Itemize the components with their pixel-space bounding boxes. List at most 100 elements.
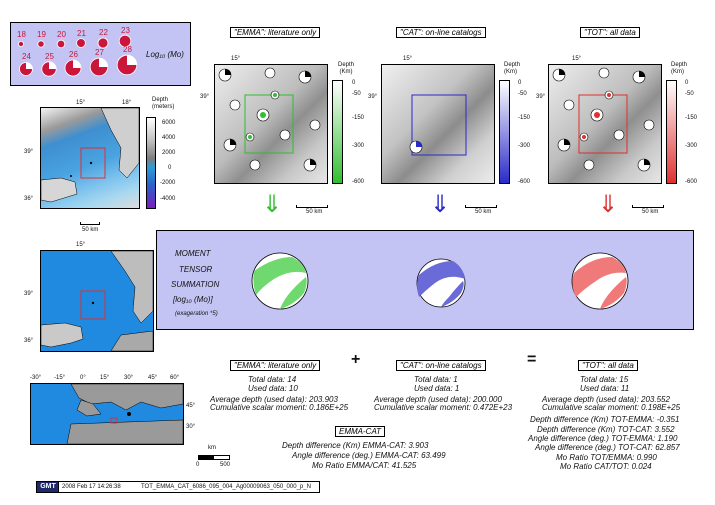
tot-panel-title: "TOT": all data: [580, 27, 640, 38]
tot-depth-150: -150: [685, 115, 698, 121]
cat-lon-label: 15°: [403, 56, 413, 62]
cat-depth-150: -150: [518, 115, 531, 121]
emma-cat-angle-diff: Angle difference (deg.) EMMA-CAT: 63.499: [292, 451, 446, 460]
summation-line5: (exageration *5): [175, 311, 218, 317]
cat-map: [381, 64, 495, 184]
tot-cat-depth-diff: Depth difference (Km) TOT-CAT: 3.552: [537, 425, 675, 434]
gmt-logo: GMT: [36, 481, 60, 493]
summation-line3: SUMMATION: [171, 280, 220, 289]
tot-beachballs: [552, 67, 655, 172]
tot-emma-depth-diff: Depth difference (Km) TOT-EMMA: -0.351: [530, 415, 680, 424]
emma-total-data: Total data: 14: [248, 375, 297, 384]
world-scale-500: 500: [220, 462, 231, 468]
world-lat-45: 45°: [186, 403, 196, 409]
world-lon-45: 45°: [148, 375, 158, 381]
tot-lat-label: 39°: [536, 94, 546, 100]
emma-depth-title: Depth (Km): [338, 62, 355, 75]
tot-depth-600: -600: [685, 179, 698, 185]
tot-depth-0: 0: [685, 80, 689, 86]
topo-cb-4000: 4000: [162, 135, 176, 141]
world-lon-m30: -30°: [30, 375, 42, 381]
emma-depth-150: -150: [352, 115, 365, 121]
mag-18: 18: [17, 30, 26, 39]
emma-scale-label: 50 km: [306, 209, 323, 215]
mag-20: 20: [57, 30, 66, 39]
topo-map: [40, 107, 140, 209]
cat-scalar-moment: Cumulative scalar moment: 0.472E+23: [374, 403, 513, 412]
tot-used-data: Used data: 11: [580, 384, 630, 393]
emma-used-data: Used data: 10: [248, 384, 298, 393]
emma-panel-title: "EMMA": literature only: [230, 27, 321, 38]
mag-22: 22: [99, 28, 108, 37]
tot-emma-mo-ratio: Mo Ratio TOT/EMMA: 0.990: [556, 453, 657, 462]
mag-21: 21: [77, 29, 86, 38]
map2-lat-2: 36°: [24, 338, 34, 344]
cat-avg-depth: Average depth (used data): 200.000: [374, 395, 502, 404]
magnitude-beachballs: [18, 34, 138, 77]
world-lon-15: 15°: [100, 375, 110, 381]
regional-map: [40, 250, 154, 352]
tot-scale-label: 50 km: [642, 209, 659, 215]
topo-scale-bar: [80, 222, 100, 225]
tot-arrow-icon: ⇓: [598, 191, 619, 218]
tot-cat-angle-diff: Angle difference (deg.) TOT-CAT: 62.857: [535, 443, 680, 452]
cat-depth-0: 0: [518, 80, 522, 86]
tot-depth-title: Depth (Km): [671, 62, 688, 75]
cat-arrow-icon: ⇓: [430, 191, 451, 218]
world-lon-60: 60°: [170, 375, 180, 381]
emma-depth-300: -300: [352, 143, 365, 149]
tot-cat-mo-ratio: Mo Ratio CAT/TOT: 0.024: [560, 462, 652, 471]
tot-summed-beachball: [571, 252, 629, 310]
topo-lat-1: 39°: [24, 149, 34, 155]
world-lon-30: 30°: [124, 375, 134, 381]
mag-23: 23: [121, 26, 130, 35]
cat-scale-label: 50 km: [475, 209, 492, 215]
topo-colorbar-title: Depth (meters): [152, 97, 175, 110]
topo-map-features: [41, 108, 139, 203]
mag-26: 26: [69, 50, 78, 59]
tot-lon-label: 15°: [572, 56, 582, 62]
cat-depth-title: Depth (Km): [504, 62, 521, 75]
mag-28: 28: [123, 45, 132, 54]
world-lat-30: 30°: [186, 424, 196, 430]
topo-lon-1: 15°: [76, 100, 86, 106]
topo-scale-label: 50 km: [82, 227, 99, 233]
summation-line1: MOMENT: [175, 249, 211, 258]
equals-sign: =: [527, 351, 537, 368]
emma-depth-50: -50: [352, 91, 361, 97]
mag-27: 27: [95, 48, 104, 57]
tot-results-title: "TOT": all data: [578, 360, 638, 371]
emma-arrow-icon: ⇓: [262, 191, 283, 218]
world-scale-label: km: [208, 445, 216, 451]
cat-depth-colorbar: [499, 80, 510, 184]
mag-24: 24: [22, 52, 31, 61]
emma-depth-0: 0: [352, 80, 356, 86]
cat-used-data: Used data: 1: [414, 384, 460, 393]
topo-cb-m4000: -4000: [160, 196, 176, 202]
emma-cat-tag: EMMA-CAT: [335, 426, 386, 437]
topo-cb-2000: 2000: [162, 150, 176, 156]
tot-total-data: Total data: 15: [580, 375, 629, 384]
tot-depth-colorbar: [666, 80, 677, 184]
emma-scalar-moment: Cumulative scalar moment: 0.186E+25: [210, 403, 349, 412]
cat-depth-300: -300: [518, 143, 531, 149]
topo-cb-6000: 6000: [162, 120, 176, 126]
emma-map: [214, 64, 328, 184]
mag-19: 19: [37, 30, 46, 39]
topo-lon-2: 18°: [122, 100, 132, 106]
cat-results-title: "CAT": on-line catalogs: [396, 360, 486, 371]
topo-cb-m2000: -2000: [160, 180, 176, 186]
cat-scale-bar: [465, 205, 497, 208]
world-scale-bar: [198, 455, 230, 460]
map2-lat-1: 39°: [24, 291, 34, 297]
cat-depth-600: -600: [518, 179, 531, 185]
summation-line2: TENSOR: [179, 265, 213, 274]
mag-25: 25: [45, 52, 54, 61]
cat-total-data: Total data: 1: [414, 375, 458, 384]
emma-summed-beachball: [251, 252, 309, 310]
cat-panel-title: "CAT": on-line catalogs: [396, 27, 486, 38]
world-map-features: [66, 384, 183, 444]
tot-scalar-moment: Cumulative scalar moment: 0.198E+25: [542, 403, 681, 412]
world-scale-0: 0: [196, 462, 200, 468]
footer-filename: TOT_EMMA_CAT_6086_095_004_Ag00009063_050…: [141, 484, 311, 490]
